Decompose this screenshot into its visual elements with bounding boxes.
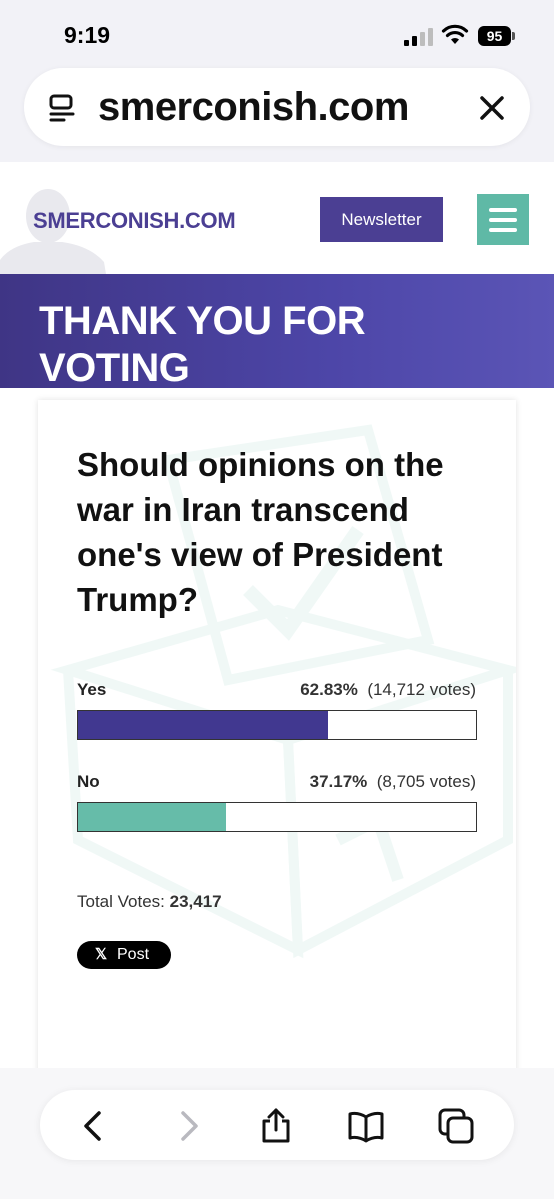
bookmarks-icon[interactable] (348, 1108, 384, 1144)
poll-option-result: 62.83% (14,712 votes) (300, 680, 476, 700)
browser-toolbar (0, 1068, 554, 1199)
poll-option-result: 37.17% (8,705 votes) (310, 772, 476, 792)
poll-result-bar (77, 802, 477, 832)
site-header: SMERCONISH.COM Newsletter (0, 162, 554, 274)
url-text[interactable]: smerconish.com (98, 85, 409, 129)
reader-mode-icon[interactable] (48, 93, 78, 123)
address-bar[interactable]: smerconish.com (24, 68, 530, 146)
x-post-button[interactable]: 𝕏 Post (77, 941, 171, 969)
battery-level: 95 (478, 26, 511, 46)
share-icon[interactable] (258, 1108, 294, 1144)
poll-result-bar (77, 710, 477, 740)
total-votes-value: 23,417 (169, 892, 222, 911)
poll-result-bar-fill (78, 803, 226, 831)
status-time: 9:19 (64, 22, 111, 48)
forward-icon[interactable] (170, 1108, 206, 1144)
page-title: THANK YOU FOR VOTING (39, 299, 366, 388)
newsletter-button[interactable]: Newsletter (320, 197, 443, 242)
poll-option-percent: 62.83% (300, 680, 358, 699)
poll-option-percent: 37.17% (309, 772, 368, 791)
x-post-label: Post (117, 946, 150, 963)
status-bar: 9:19 95 (0, 0, 554, 66)
page-banner: THANK YOU FOR VOTING (0, 274, 554, 388)
hamburger-icon (489, 208, 517, 212)
tabs-icon[interactable] (438, 1108, 474, 1144)
poll-card: Should opinions on the war in Iran trans… (38, 400, 516, 1080)
poll-option-label: No (77, 772, 100, 791)
battery-icon: 95 (478, 26, 516, 46)
back-icon[interactable] (76, 1108, 112, 1144)
site-logo[interactable]: SMERCONISH.COM (33, 208, 236, 233)
total-votes: Total Votes: 23,417 (77, 892, 222, 912)
close-icon[interactable] (477, 93, 507, 123)
wifi-icon (441, 24, 469, 44)
poll-option-label: Yes (77, 680, 107, 699)
toolbar-pill (40, 1090, 514, 1160)
poll-option-votes: (14,712 votes) (367, 680, 476, 699)
menu-button[interactable] (477, 194, 529, 245)
host-silhouette-image (0, 189, 106, 274)
address-area: smerconish.com (0, 66, 554, 162)
poll-result-bar-fill (78, 711, 329, 739)
cellular-signal-icon (404, 28, 433, 46)
poll-option-votes: (8,705 votes) (376, 772, 476, 791)
total-votes-label: Total Votes: (77, 892, 165, 911)
poll-question: Should opinions on the war in Iran trans… (77, 446, 444, 618)
x-logo-icon: 𝕏 (95, 946, 108, 963)
